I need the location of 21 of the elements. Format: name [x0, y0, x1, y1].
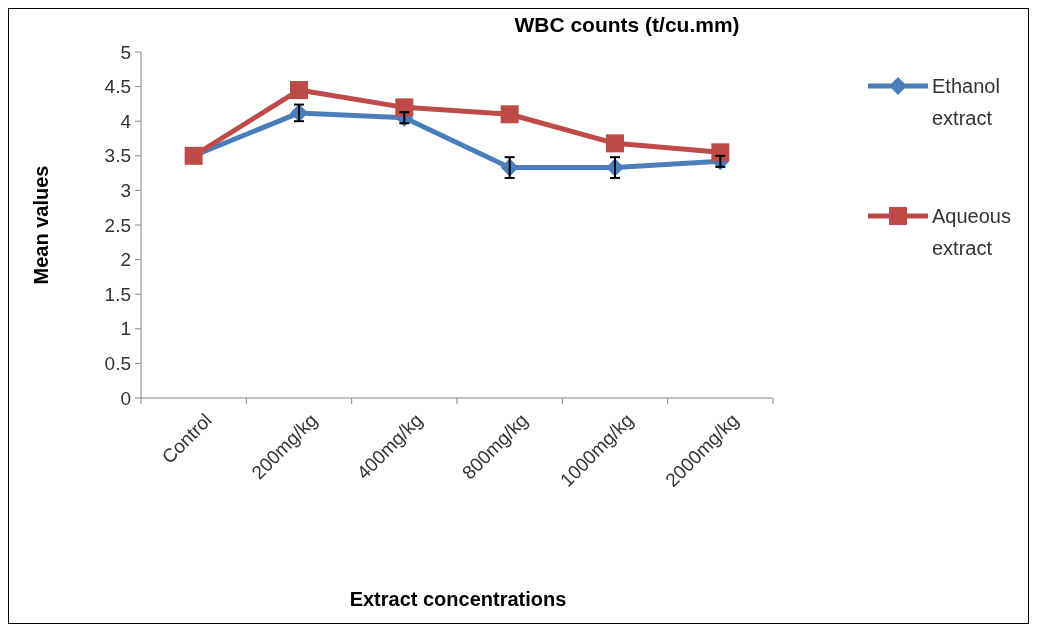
point — [711, 143, 730, 162]
y-tick-label: 0.5 — [104, 353, 131, 375]
point — [395, 98, 414, 117]
y-tick-label: 4 — [120, 110, 132, 132]
y-tick-label: 5 — [120, 41, 131, 63]
y-tick-label: 1.5 — [104, 283, 131, 305]
y-tick-label: 2 — [120, 249, 131, 271]
point — [606, 134, 624, 153]
point — [290, 81, 308, 100]
y-tick-label: 1 — [120, 318, 131, 340]
x-axis-title: Extract concentrations — [349, 588, 567, 610]
legend-label: Aqueous extract — [932, 205, 1011, 259]
y-axis-title: Mean values — [30, 165, 52, 285]
y-tick-label: 2.5 — [104, 214, 131, 236]
point — [500, 105, 519, 124]
y-tick-label: 0 — [120, 387, 131, 409]
chart-title: WBC counts (t/cu.mm) — [514, 13, 740, 36]
legend-label: Ethanol extract — [932, 75, 1000, 129]
y-tick-label: 4.5 — [104, 76, 131, 98]
y-tick-label: 3 — [120, 180, 131, 202]
y-tick-label: 3.5 — [104, 145, 131, 167]
